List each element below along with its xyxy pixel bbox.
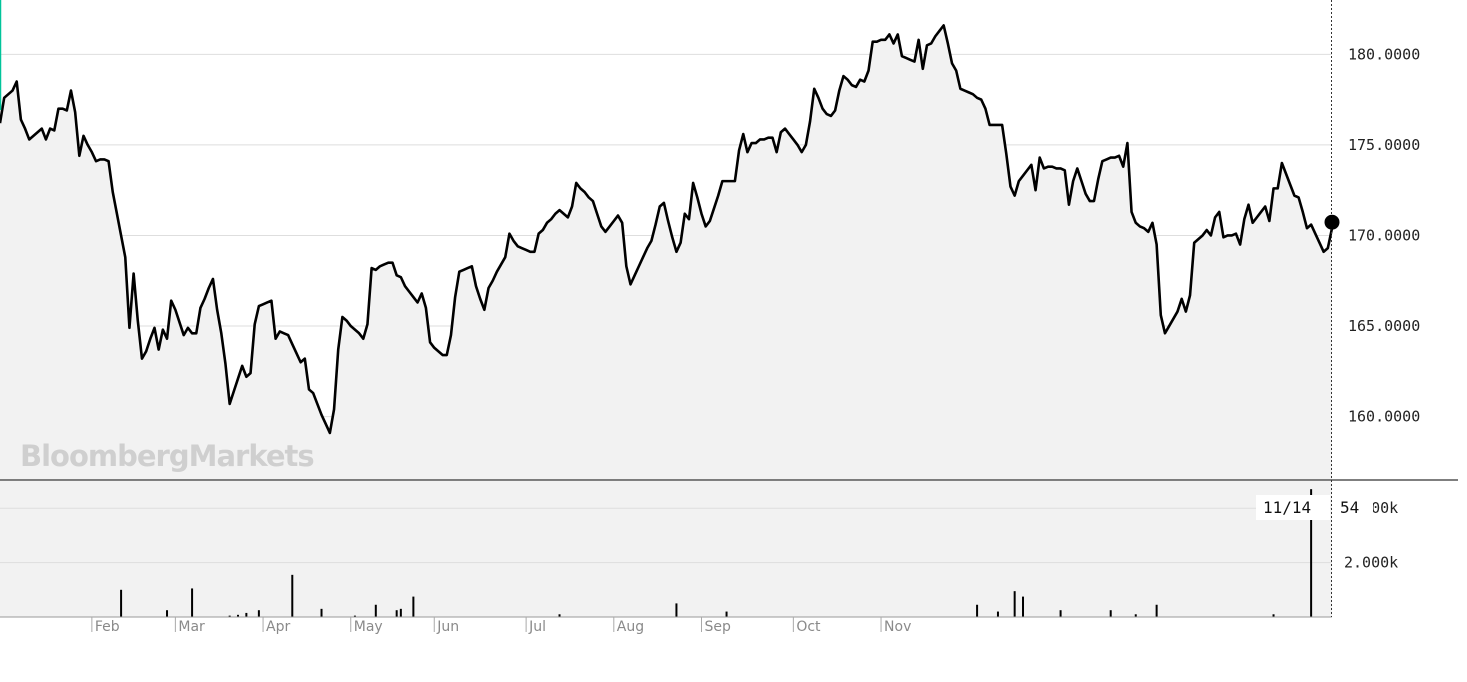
volume-bar bbox=[1310, 489, 1313, 617]
volume-bar bbox=[374, 604, 377, 617]
crosshair-date-box bbox=[1256, 495, 1330, 520]
x-axis: Feb Mar Apr May Jun Jul Aug Sep Oct Nov bbox=[91, 617, 911, 635]
volume-bar bbox=[120, 589, 123, 617]
month-label: Sep bbox=[704, 619, 731, 635]
month-label: Nov bbox=[884, 619, 911, 635]
volume-bar bbox=[1059, 610, 1062, 617]
volume-bar bbox=[1272, 614, 1275, 617]
volume-bar bbox=[228, 615, 231, 617]
month-label: Jul bbox=[528, 619, 546, 635]
crosshair-volume-label: 54 bbox=[1340, 498, 1359, 517]
price-tick-label: 160.0000 bbox=[1348, 408, 1420, 426]
volume-panel-bg bbox=[0, 481, 1332, 617]
watermark: BloombergMarkets bbox=[20, 439, 314, 473]
volume-grid bbox=[0, 507, 1332, 564]
price-tick-label: 165.0000 bbox=[1348, 317, 1420, 335]
month-label: Jun bbox=[436, 619, 459, 635]
volume-bar bbox=[1134, 614, 1137, 617]
month-label: Mar bbox=[178, 619, 205, 635]
volume-bar bbox=[237, 614, 240, 617]
price-line bbox=[0, 24, 1334, 435]
volume-bar bbox=[412, 596, 415, 617]
volume-bar bbox=[976, 604, 979, 617]
volume-bar bbox=[996, 611, 999, 617]
price-tick-label: 180.0000 bbox=[1348, 45, 1420, 63]
volume-bar bbox=[353, 615, 356, 617]
price-tick-label: 170.0000 bbox=[1348, 226, 1420, 244]
month-label: Aug bbox=[617, 619, 644, 635]
volume-tick-label: 2.000k bbox=[1344, 554, 1398, 572]
price-area bbox=[0, 25, 1332, 481]
volume-bar bbox=[675, 603, 678, 617]
volume-bar bbox=[1013, 591, 1016, 617]
volume-bar bbox=[1109, 610, 1112, 617]
volume-bar bbox=[245, 612, 248, 617]
month-label: Oct bbox=[796, 619, 821, 635]
volume-bar bbox=[558, 614, 561, 617]
volume-bar bbox=[320, 608, 323, 617]
price-tick-label: 175.0000 bbox=[1348, 136, 1420, 154]
volume-bar bbox=[399, 608, 402, 617]
volume-bar bbox=[1022, 596, 1025, 617]
volume-bar bbox=[725, 611, 728, 617]
month-label: Feb bbox=[95, 619, 120, 635]
volume-bar bbox=[257, 610, 260, 617]
month-label: May bbox=[354, 619, 383, 635]
volume-bar bbox=[395, 610, 398, 617]
volume-bar bbox=[191, 588, 194, 617]
volume-bar bbox=[166, 610, 169, 617]
price-axis: 180.0000 175.0000 170.0000 165.0000 160.0000 bbox=[1348, 45, 1420, 425]
month-label: Apr bbox=[266, 619, 290, 635]
volume-bar bbox=[291, 574, 294, 617]
volume-bars bbox=[120, 489, 1313, 617]
crosshair-date-label: 11/14 bbox=[1263, 498, 1311, 517]
volume-bar bbox=[1155, 604, 1158, 617]
crosshair-volume-box bbox=[1333, 495, 1373, 520]
last-price-marker bbox=[1324, 214, 1340, 230]
